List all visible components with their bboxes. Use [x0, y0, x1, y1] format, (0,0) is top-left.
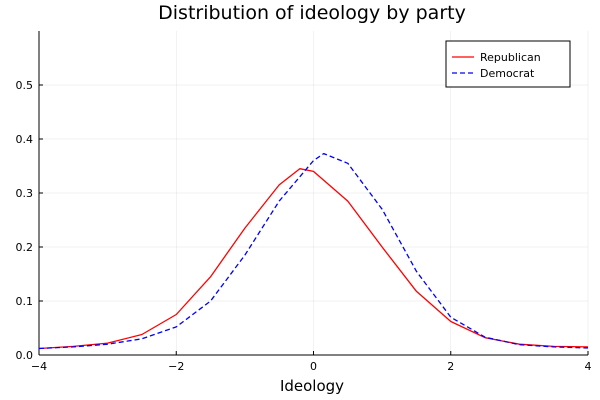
x-tick-label-3: 2 [447, 360, 454, 373]
y-tick-label-2: 0.2 [16, 241, 34, 254]
x-axis-label: Ideology [280, 377, 344, 395]
series-line-democrat [38, 152, 589, 350]
y-tick-label-0: 0.0 [16, 349, 34, 362]
x-tick-label-4: 4 [585, 360, 592, 373]
y-tick-label-1: 0.1 [16, 295, 34, 308]
legend: Republican Democrat [445, 40, 571, 88]
tick-labels: −4 −2 0 2 4 0.0 0.1 0.2 0.3 0.4 0.5 [16, 79, 592, 373]
y-tick-label-3: 0.3 [16, 187, 34, 200]
series-group [38, 152, 589, 350]
chart-title: Distribution of ideology by party [158, 2, 466, 24]
legend-label-democrat: Democrat [480, 67, 535, 80]
legend-label-republican: Republican [480, 51, 541, 64]
x-tick-label-1: −2 [168, 360, 184, 373]
legend-box [445, 40, 571, 88]
x-tick-label-0: −4 [31, 360, 47, 373]
x-tick-label-2: 0 [310, 360, 317, 373]
y-tick-label-5: 0.5 [16, 79, 34, 92]
y-tick-label-4: 0.4 [16, 133, 34, 146]
